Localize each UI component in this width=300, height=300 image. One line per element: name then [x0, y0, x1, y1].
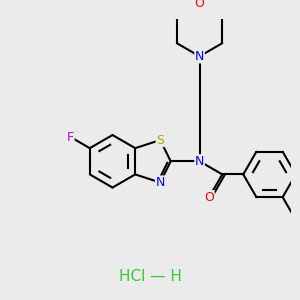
- Text: O: O: [204, 190, 214, 204]
- Text: S: S: [156, 134, 164, 147]
- Text: O: O: [195, 0, 205, 10]
- Text: N: N: [155, 176, 165, 189]
- Text: F: F: [67, 130, 74, 143]
- Text: N: N: [195, 50, 204, 63]
- Text: HCl — H: HCl — H: [118, 269, 182, 284]
- Text: N: N: [195, 155, 204, 168]
